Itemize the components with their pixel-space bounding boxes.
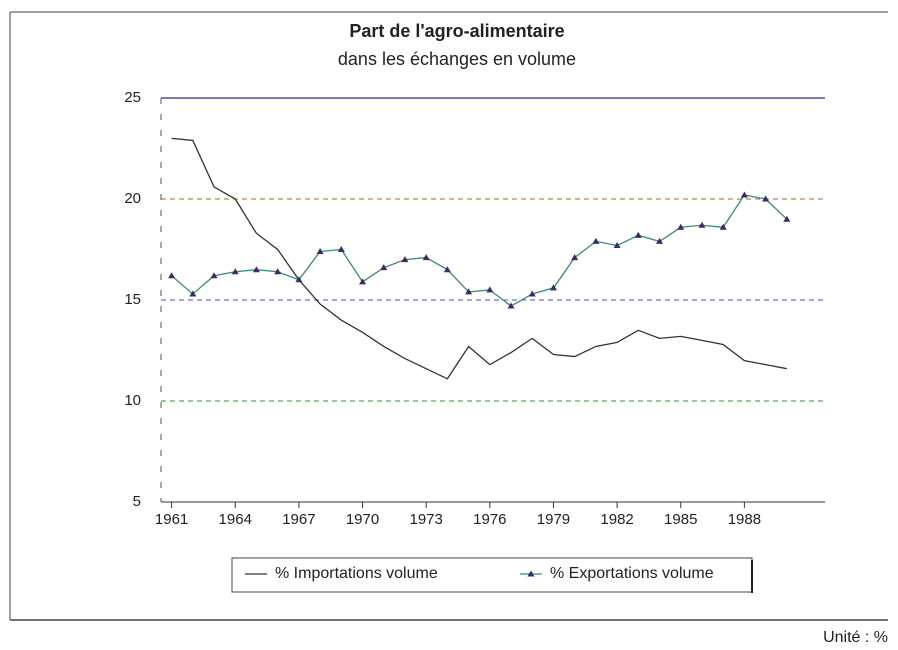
- point-marker: [677, 223, 685, 230]
- point-marker: [316, 248, 324, 255]
- x-tick-label: 1976: [473, 511, 506, 528]
- point-marker: [295, 276, 303, 283]
- point-marker: [571, 254, 579, 261]
- y-tick-label: 25: [124, 89, 141, 106]
- unit-note: Unité : %: [823, 629, 888, 646]
- x-tick-label: 1970: [346, 511, 379, 528]
- x-tick-label: 1967: [282, 511, 315, 528]
- point-marker: [507, 302, 515, 309]
- point-marker: [359, 278, 367, 285]
- chart-subtitle: dans les échanges en volume: [338, 49, 576, 69]
- point-marker: [465, 288, 473, 295]
- point-marker: [443, 266, 451, 273]
- chart-title: Part de l'agro-alimentaire: [349, 21, 564, 41]
- x-tick-label: 1961: [155, 511, 188, 528]
- point-marker: [168, 272, 176, 279]
- point-marker: [486, 286, 494, 293]
- point-marker: [740, 191, 748, 198]
- point-marker: [337, 246, 345, 252]
- legend-box: [231, 557, 753, 593]
- x-tick-label: 1979: [537, 511, 570, 528]
- x-tick-label: 1988: [728, 511, 761, 528]
- point-marker: [762, 195, 770, 202]
- series-line: [171, 137, 787, 380]
- x-tick-label: 1982: [600, 511, 633, 528]
- point-marker: [613, 241, 621, 248]
- y-tick-label: 10: [124, 392, 141, 409]
- legend-label: % Exportations volume: [550, 565, 714, 582]
- point-marker: [656, 237, 664, 244]
- point-marker: [189, 290, 197, 297]
- point-marker: [422, 254, 430, 261]
- point-marker: [698, 221, 706, 228]
- legend-label: % Importations volume: [275, 565, 438, 582]
- point-marker: [549, 284, 557, 291]
- x-tick-label: 1973: [409, 511, 442, 528]
- x-tick-label: 1985: [664, 511, 697, 528]
- point-marker: [401, 256, 409, 263]
- point-marker: [231, 268, 239, 275]
- y-tick-label: 20: [124, 190, 141, 207]
- point-marker: [528, 290, 536, 297]
- point-marker: [592, 237, 600, 244]
- point-marker: [252, 266, 260, 273]
- legend-marker: [527, 570, 535, 577]
- series-line: [171, 194, 788, 307]
- point-marker: [380, 264, 388, 271]
- point-marker: [634, 231, 642, 238]
- point-marker: [783, 215, 791, 222]
- y-tick-label: 5: [133, 493, 141, 510]
- point-marker: [210, 272, 218, 279]
- point-marker: [719, 223, 727, 230]
- y-tick-label: 15: [124, 291, 141, 308]
- x-tick-label: 1964: [219, 511, 252, 528]
- point-marker: [274, 268, 282, 275]
